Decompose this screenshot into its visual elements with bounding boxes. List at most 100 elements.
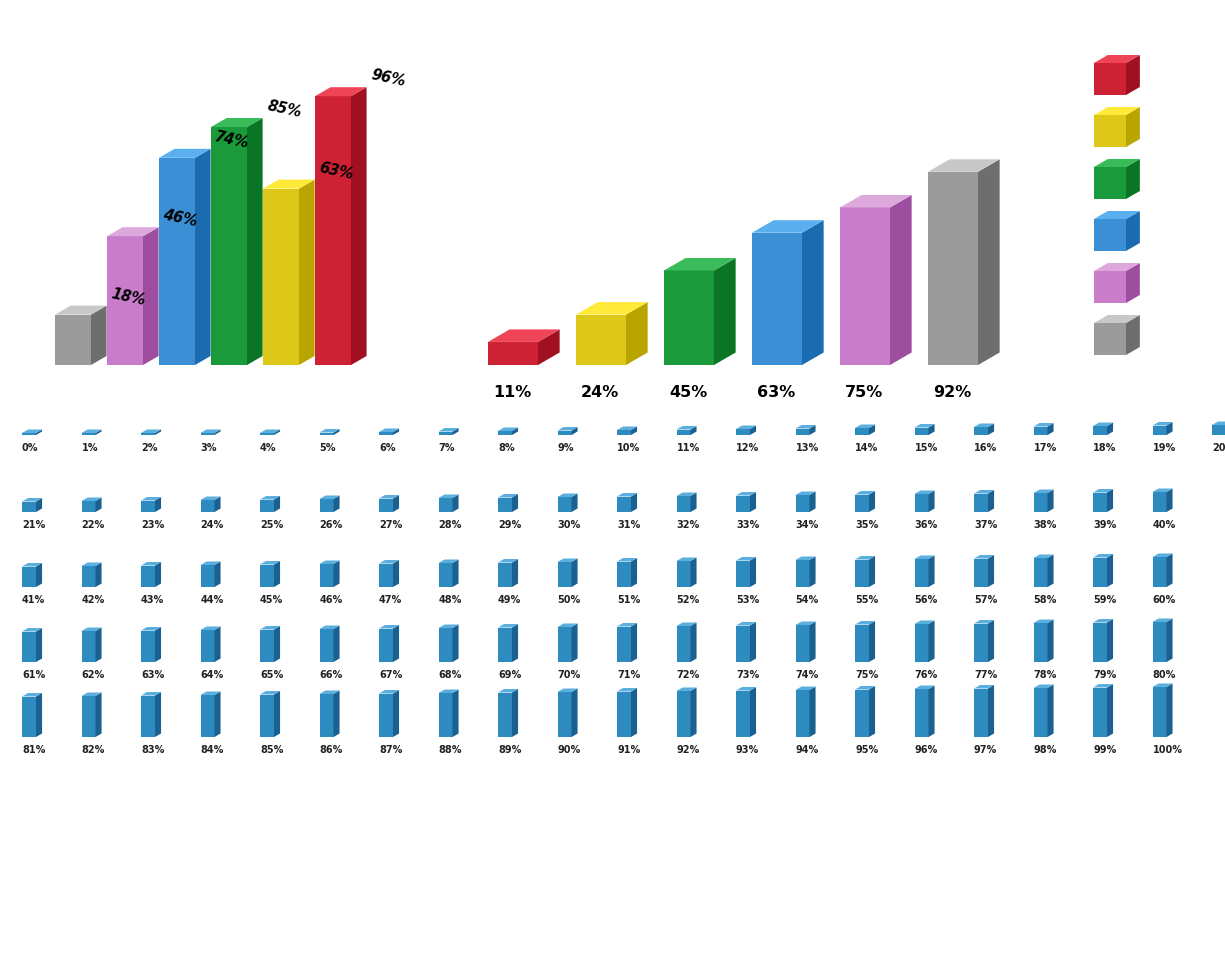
Polygon shape — [512, 559, 518, 587]
Polygon shape — [379, 499, 393, 512]
Polygon shape — [915, 685, 935, 689]
Polygon shape — [626, 302, 648, 365]
Polygon shape — [631, 623, 637, 662]
Text: 24%: 24% — [581, 385, 620, 400]
Text: 53%: 53% — [736, 595, 760, 605]
Polygon shape — [320, 429, 339, 432]
Polygon shape — [1153, 618, 1172, 622]
Polygon shape — [557, 559, 577, 562]
Polygon shape — [214, 626, 220, 662]
Polygon shape — [439, 495, 458, 498]
Polygon shape — [512, 427, 518, 435]
Polygon shape — [572, 689, 577, 737]
Text: 18%: 18% — [109, 286, 147, 308]
Text: 18%: 18% — [1093, 443, 1116, 453]
Polygon shape — [320, 694, 333, 737]
Polygon shape — [201, 565, 214, 587]
Polygon shape — [978, 160, 1000, 365]
Polygon shape — [855, 491, 875, 495]
Polygon shape — [736, 492, 756, 496]
Polygon shape — [1126, 211, 1139, 251]
Polygon shape — [557, 692, 572, 737]
Polygon shape — [379, 628, 393, 662]
Polygon shape — [201, 695, 214, 737]
Polygon shape — [36, 693, 42, 737]
Polygon shape — [260, 561, 281, 564]
Polygon shape — [159, 158, 195, 365]
Polygon shape — [439, 560, 458, 563]
Polygon shape — [22, 429, 42, 433]
Polygon shape — [1093, 426, 1107, 435]
Polygon shape — [557, 623, 577, 627]
Polygon shape — [263, 188, 299, 365]
Polygon shape — [1034, 493, 1047, 512]
Polygon shape — [1034, 619, 1053, 623]
Polygon shape — [141, 692, 160, 696]
Polygon shape — [22, 498, 42, 502]
Polygon shape — [201, 429, 220, 433]
Polygon shape — [691, 493, 697, 512]
Polygon shape — [631, 426, 637, 435]
Text: 80%: 80% — [1153, 670, 1176, 680]
Polygon shape — [82, 429, 102, 433]
Polygon shape — [869, 556, 875, 587]
Text: 33%: 33% — [736, 520, 760, 530]
Text: 76%: 76% — [915, 670, 938, 680]
Text: 58%: 58% — [1034, 595, 1057, 605]
Polygon shape — [855, 621, 875, 624]
Polygon shape — [750, 492, 756, 512]
Polygon shape — [156, 692, 160, 737]
Polygon shape — [855, 560, 869, 587]
Polygon shape — [736, 691, 750, 737]
Text: 78%: 78% — [1034, 670, 1057, 680]
Polygon shape — [1047, 619, 1054, 662]
Polygon shape — [214, 562, 220, 587]
Polygon shape — [691, 622, 697, 662]
Polygon shape — [1107, 422, 1114, 435]
Polygon shape — [393, 495, 399, 512]
Text: 52%: 52% — [676, 595, 699, 605]
Polygon shape — [676, 426, 697, 429]
Text: 56%: 56% — [915, 595, 938, 605]
Polygon shape — [141, 429, 160, 433]
Polygon shape — [752, 220, 823, 232]
Polygon shape — [439, 690, 458, 693]
Text: 62%: 62% — [82, 670, 105, 680]
Polygon shape — [333, 625, 339, 662]
Polygon shape — [439, 628, 452, 662]
Polygon shape — [795, 560, 810, 587]
Text: 35%: 35% — [855, 520, 878, 530]
Text: 75%: 75% — [845, 385, 883, 400]
Polygon shape — [676, 493, 697, 496]
Polygon shape — [795, 687, 816, 690]
Text: 32%: 32% — [676, 520, 699, 530]
Polygon shape — [736, 561, 750, 587]
Polygon shape — [736, 425, 756, 429]
Polygon shape — [55, 306, 107, 315]
Polygon shape — [1212, 425, 1225, 435]
Polygon shape — [617, 692, 631, 737]
Polygon shape — [201, 692, 220, 695]
Polygon shape — [576, 302, 648, 315]
Polygon shape — [1034, 426, 1047, 435]
Text: 84%: 84% — [201, 745, 224, 755]
Polygon shape — [915, 427, 929, 435]
Polygon shape — [352, 87, 366, 365]
Text: 24%: 24% — [201, 520, 224, 530]
Polygon shape — [82, 693, 102, 696]
Polygon shape — [488, 342, 538, 365]
Polygon shape — [82, 563, 102, 566]
Polygon shape — [439, 498, 452, 512]
Polygon shape — [1093, 619, 1114, 622]
Polygon shape — [499, 693, 512, 737]
Polygon shape — [379, 694, 393, 737]
Text: 96%: 96% — [370, 68, 407, 89]
Polygon shape — [855, 428, 869, 435]
Polygon shape — [439, 428, 458, 431]
Polygon shape — [576, 315, 626, 365]
Polygon shape — [989, 685, 993, 737]
Polygon shape — [211, 118, 262, 127]
Text: 57%: 57% — [974, 595, 997, 605]
Text: 63%: 63% — [141, 670, 164, 680]
Polygon shape — [201, 626, 220, 630]
